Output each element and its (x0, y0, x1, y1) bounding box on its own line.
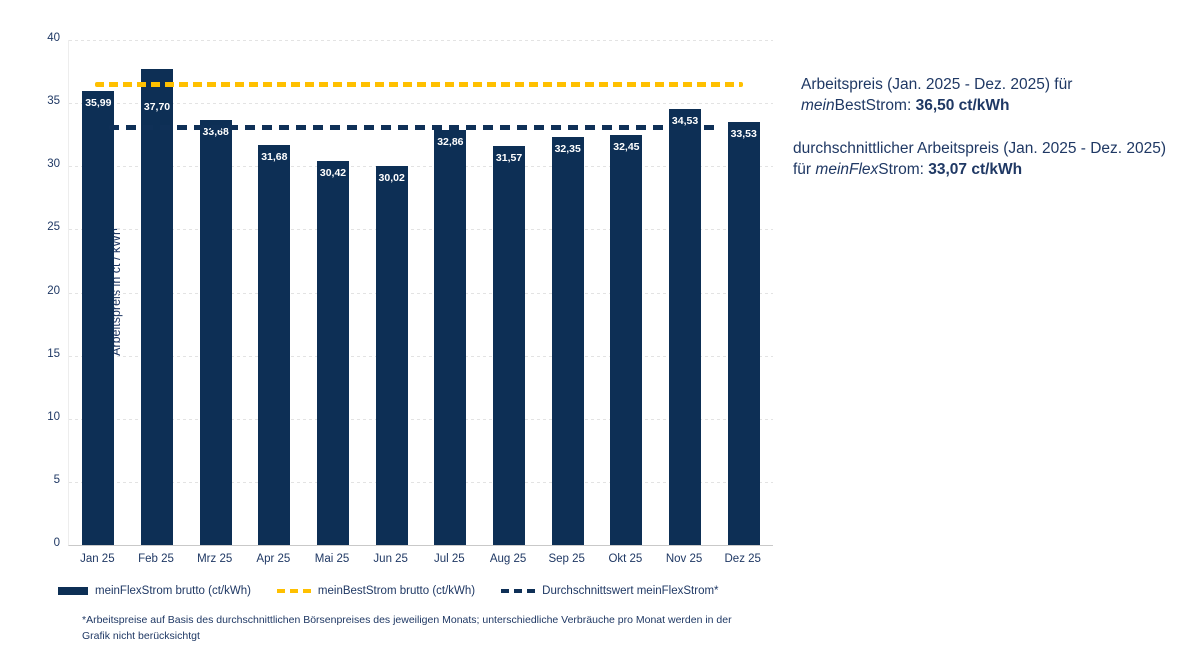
bar-slot: 31,68 (245, 40, 304, 545)
y-tick-label: 40 (47, 32, 60, 44)
legend-item-meinflexstrom: meinFlexStrom brutto (ct/kWh) (58, 585, 251, 597)
x-tick-label: Apr 25 (256, 553, 291, 565)
bar: 32,35 (551, 136, 584, 545)
x-tick-label: Nov 25 (665, 553, 703, 565)
bar-slot: 32,86 (421, 40, 480, 545)
bar: 33,53 (727, 121, 760, 545)
annotation-line: Arbeitspreis (Jan. 2025 - Dez. 2025) für (801, 76, 1073, 93)
legend-label: meinBestStrom brutto (ct/kWh) (317, 585, 476, 597)
y-tick-label: 5 (53, 473, 60, 486)
line-prefix: für (793, 161, 816, 178)
bar-value-label: 33,53 (730, 127, 757, 140)
bar: 32,45 (610, 135, 643, 545)
bar-value-label: 32,45 (613, 141, 640, 154)
annotations: Arbeitspreis (Jan. 2025 - Dez. 2025) für… (793, 74, 1195, 180)
bar-slot: 34,53 (656, 40, 715, 545)
y-tick-label: 35 (47, 95, 60, 108)
bar-value-label: 32,86 (437, 136, 464, 149)
x-axis-labels: Jan 25 Feb 25 Mrz 25 Apr 25 Mai 25 Jun 25 Jul … (68, 553, 772, 565)
bar-slot: 37,70 (128, 40, 187, 545)
price-value: 36,50 ct/kWh (915, 97, 1010, 114)
bar-slot: 31,57 (480, 40, 539, 545)
bar-slot: 32,45 (597, 40, 656, 545)
bar-value-label: 32,35 (554, 142, 581, 155)
x-tick-label: Jan 25 (80, 553, 115, 565)
gridline (69, 355, 773, 357)
x-tick-label: Feb 25 (138, 553, 174, 565)
x-tick-label: Okt 25 (608, 553, 643, 565)
annotation-line: meinBestStrom: 36,50 ct/kWh (801, 95, 1195, 116)
bar: 31,68 (258, 145, 291, 545)
gridline (69, 481, 773, 483)
bar: 35,99 (82, 90, 115, 545)
x-tick-label: Mrz 25 (197, 553, 233, 565)
annotation-beststrom: Arbeitspreis (Jan. 2025 - Dez. 2025) für… (801, 74, 1195, 116)
annotation-line: für meinFlexStrom: 33,07 ct/kWh (793, 159, 1195, 180)
x-tick-label: Aug 25 (489, 553, 527, 565)
bar-slot: 33,68 (186, 40, 245, 545)
reference-line-durchschnitt (109, 125, 721, 131)
x-tick-label: Mai 25 (314, 553, 350, 565)
y-tick-label: 10 (47, 410, 60, 423)
gridline (69, 166, 773, 168)
x-tick-label: Dez 25 (724, 553, 761, 565)
bar-slot: 30,02 (362, 40, 421, 545)
brand-italic: meinFlex (815, 161, 879, 178)
annotation-flexstrom: durchschnittlicher Arbeitspreis (Jan. 20… (793, 138, 1195, 180)
bar-slot: 30,42 (304, 40, 363, 545)
brand-rest: Strom: (878, 161, 929, 178)
bar-series-swatch-icon (58, 587, 88, 595)
bar-value-label: 35,99 (85, 96, 112, 109)
legend-label: meinFlexStrom brutto (ct/kWh) (95, 585, 251, 597)
bar: 33,68 (199, 119, 232, 545)
bar-value-label: 30,02 (378, 172, 405, 184)
price-value: 33,07 ct/kWh (928, 161, 1023, 178)
y-tick-label: 20 (47, 284, 60, 297)
plot-area: 35,99 37,70 33,68 31,68 30,42 30,02 32,86 31,57… (68, 40, 773, 546)
bar: 30,42 (317, 160, 350, 545)
y-tick-label: 30 (47, 158, 60, 171)
bar-value-label: 37,70 (143, 101, 171, 114)
gridline (69, 292, 773, 294)
brand-italic: mein (801, 97, 835, 114)
bar-slot: 35,99 (69, 40, 128, 545)
x-tick-label: Jun 25 (373, 553, 408, 565)
legend: meinFlexStrom brutto (ct/kWh) meinBestSt… (58, 585, 719, 597)
bar-value-label: 34,53 (671, 115, 699, 128)
footnote: *Arbeitspreise auf Basis des durchschnit… (82, 614, 732, 642)
bar-value-label: 31,68 (261, 151, 288, 164)
yellow-dashed-line-swatch-icon (276, 589, 311, 593)
bar: 30,02 (375, 166, 408, 545)
bar: 32,86 (434, 130, 467, 545)
bar-slot: 32,35 (538, 40, 597, 545)
y-tick-label: 25 (47, 221, 60, 234)
gridline (69, 40, 773, 41)
bar-value-label: 30,42 (319, 166, 347, 179)
reference-line-meinbeststrom (95, 82, 743, 88)
gridline (69, 229, 773, 231)
gridline (69, 103, 773, 105)
gridline (69, 418, 773, 420)
bar: 34,53 (669, 109, 702, 545)
bar: 31,57 (493, 146, 526, 545)
bar: 37,70 (141, 69, 173, 545)
y-tick-label: 15 (47, 347, 60, 360)
bar-series: 35,99 37,70 33,68 31,68 30,42 30,02 32,86 31,57… (69, 40, 773, 545)
bar-slot: 33,53 (714, 40, 773, 545)
brand-rest: BestStrom: (834, 97, 916, 114)
navy-dashed-line-swatch-icon (501, 589, 536, 593)
legend-item-meinbeststrom: meinBestStrom brutto (ct/kWh) (276, 585, 476, 597)
legend-label: Durchschnittswert meinFlexStrom* (542, 585, 719, 597)
legend-item-durchschnittswert: Durchschnittswert meinFlexStrom* (501, 585, 719, 597)
bar-value-label: 31,57 (495, 152, 523, 165)
annotation-line: durchschnittlicher Arbeitspreis (Jan. 20… (793, 140, 1167, 157)
x-tick-label: Jul 25 (434, 553, 465, 565)
y-tick-label: 0 (53, 537, 60, 549)
x-tick-label: Sep 25 (548, 553, 585, 565)
